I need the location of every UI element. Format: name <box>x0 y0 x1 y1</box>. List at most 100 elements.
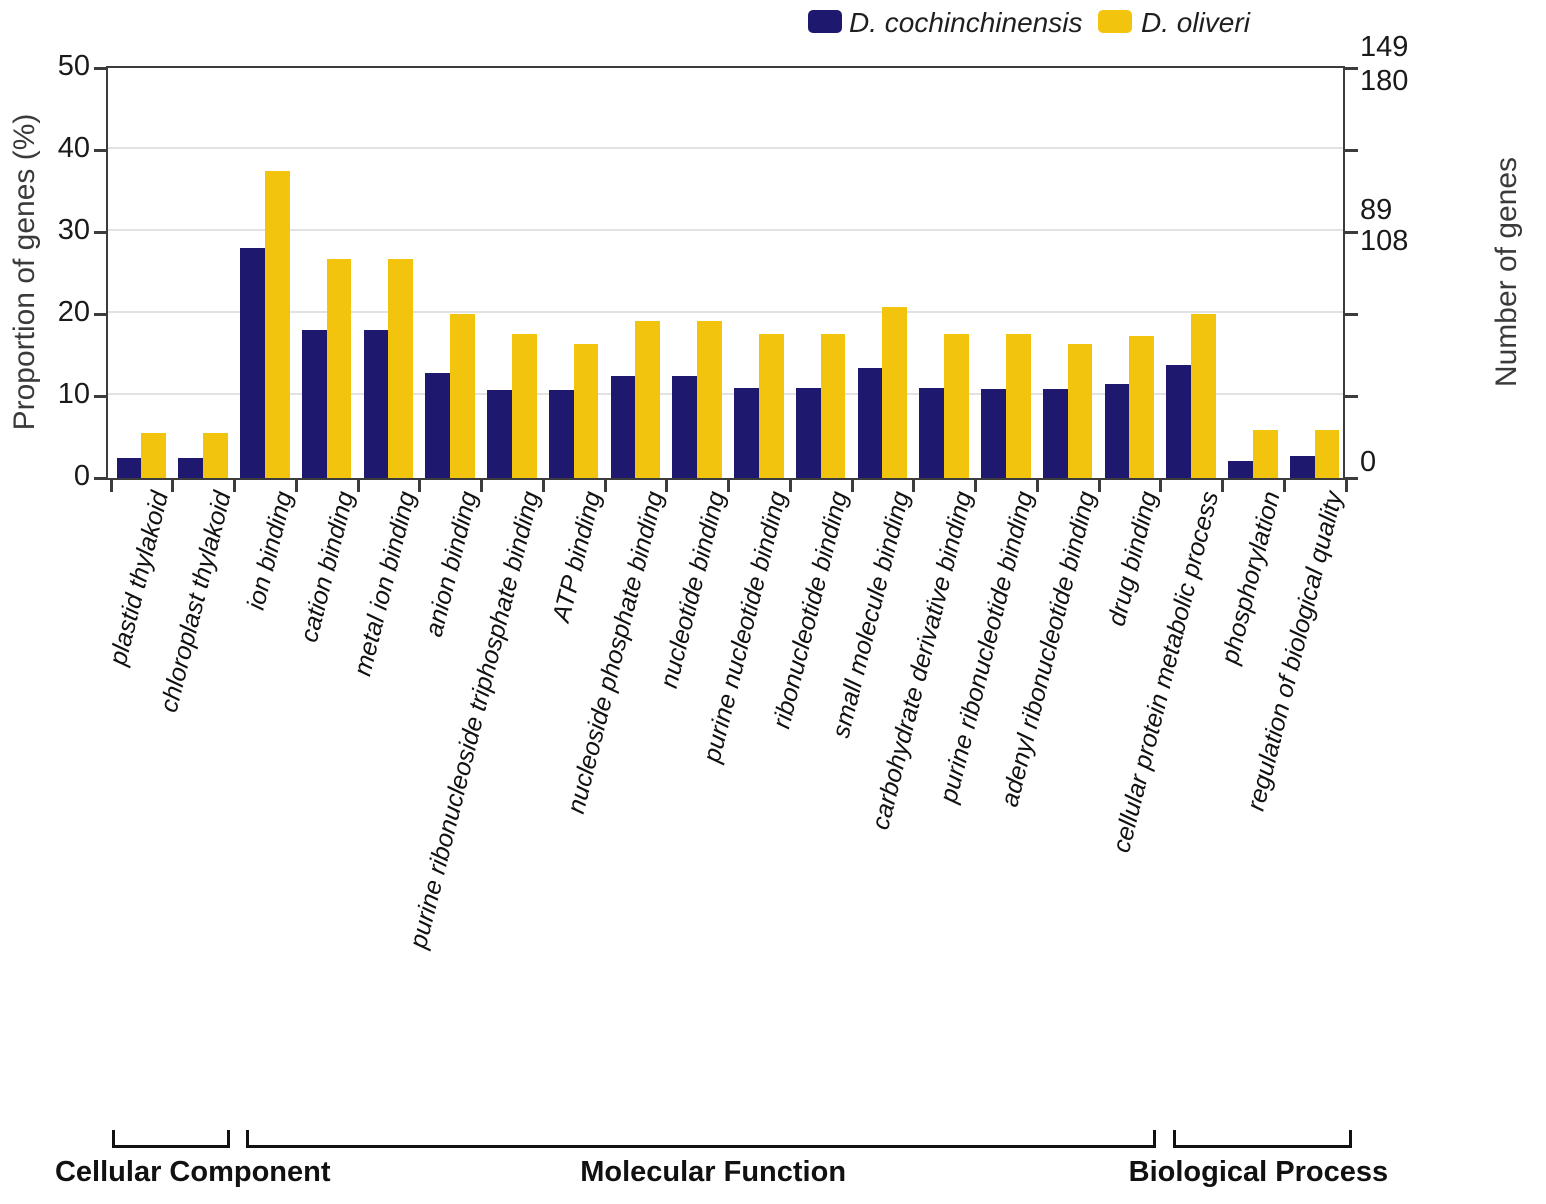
bar-do-3 <box>326 259 352 478</box>
x-tick-2 <box>233 479 236 492</box>
right-tick-50 <box>1345 67 1358 70</box>
left-tick-50 <box>94 67 107 70</box>
x-label-5: anion binding <box>420 488 484 640</box>
right-axis-label-89: 89 <box>1360 193 1393 226</box>
bar-dc-7 <box>548 390 574 478</box>
bar-do-1 <box>203 432 228 478</box>
x-tick-9 <box>665 479 669 492</box>
left-tick-40 <box>94 149 107 152</box>
x-tick-15 <box>1035 479 1039 492</box>
left-tick-label-50: 50 <box>57 50 90 82</box>
group-label-2: Biological Process <box>1128 1156 1389 1188</box>
bar-do-19 <box>1314 429 1340 478</box>
bar-do-13 <box>944 333 969 478</box>
bar-do-11 <box>820 333 846 478</box>
right-tick-20 <box>1345 313 1358 316</box>
bar-dc-14 <box>981 389 1006 478</box>
left-tick-10 <box>94 395 107 398</box>
bar-do-0 <box>141 432 167 478</box>
gridline-10 <box>108 393 1343 395</box>
bracket-bar-0 <box>111 1145 230 1148</box>
x-tick-12 <box>850 479 854 492</box>
group-label-0: Cellular Component <box>54 1156 331 1188</box>
bracket-end-right-2 <box>1348 1130 1352 1148</box>
bar-do-4 <box>388 259 414 478</box>
bar-dc-8 <box>610 376 636 478</box>
x-tick-10 <box>727 479 730 492</box>
gridline-20 <box>108 311 1343 313</box>
bar-dc-16 <box>1104 383 1130 478</box>
x-tick-20 <box>1344 479 1348 492</box>
x-tick-6 <box>480 479 483 492</box>
bar-do-16 <box>1129 336 1155 478</box>
bar-do-8 <box>635 321 661 478</box>
x-tick-16 <box>1097 479 1101 492</box>
x-tick-19 <box>1282 479 1286 492</box>
legend-swatch-d-cochinchinensis <box>808 10 842 33</box>
x-tick-17 <box>1159 479 1163 492</box>
x-tick-7 <box>541 479 545 492</box>
bar-dc-12 <box>857 368 883 478</box>
right-tick-30 <box>1345 231 1358 234</box>
bar-dc-19 <box>1289 455 1315 478</box>
left-tick-label-10: 10 <box>57 378 90 410</box>
bracket-bar-1 <box>246 1145 1157 1148</box>
left-tick-label-0: 0 <box>73 460 90 492</box>
bar-dc-5 <box>425 373 451 478</box>
x-label-0: plastid thylakoid <box>104 488 175 668</box>
bar-dc-1 <box>178 458 204 478</box>
bar-do-2 <box>264 171 290 478</box>
x-label-7: ATP binding <box>547 488 607 625</box>
bar-dc-18 <box>1228 460 1253 478</box>
bar-do-12 <box>882 306 908 478</box>
bar-dc-0 <box>116 458 142 478</box>
bracket-end-left-2 <box>1173 1130 1177 1148</box>
bar-dc-2 <box>240 247 265 478</box>
bar-do-14 <box>1005 333 1031 478</box>
bar-dc-11 <box>795 387 821 478</box>
x-tick-11 <box>788 479 792 492</box>
x-label-2: ion binding <box>241 488 299 613</box>
x-tick-18 <box>1221 479 1224 492</box>
bar-dc-15 <box>1042 389 1068 478</box>
right-axis-label-0: 0 <box>1360 446 1377 479</box>
bracket-end-left-0 <box>111 1130 115 1148</box>
bar-do-6 <box>511 333 537 478</box>
left-tick-label-30: 30 <box>57 214 90 246</box>
x-tick-1 <box>171 479 175 492</box>
bracket-end-left-1 <box>246 1130 249 1148</box>
right-tick-0 <box>1345 477 1358 480</box>
bar-do-15 <box>1067 343 1093 478</box>
legend-swatch-d-oliveri <box>1098 10 1132 33</box>
x-label-6: purine ribonucleoside triphosphate bindi… <box>404 488 546 952</box>
left-tick-label-40: 40 <box>57 132 90 164</box>
right-tick-40 <box>1345 149 1358 152</box>
left-tick-label-20: 20 <box>57 296 90 328</box>
group-label-1: Molecular Function <box>580 1156 847 1188</box>
x-tick-8 <box>603 479 607 492</box>
x-tick-5 <box>418 479 422 492</box>
right-axis-label-180: 180 <box>1360 64 1409 97</box>
bar-do-10 <box>758 333 784 478</box>
bar-dc-4 <box>363 329 389 478</box>
x-tick-14 <box>974 479 977 492</box>
bar-do-18 <box>1252 429 1278 478</box>
bar-do-9 <box>697 321 722 478</box>
bracket-bar-2 <box>1173 1145 1352 1148</box>
bar-dc-10 <box>734 387 759 478</box>
x-tick-3 <box>294 479 298 492</box>
bar-dc-13 <box>919 387 945 478</box>
right-tick-10 <box>1345 395 1358 398</box>
left-tick-20 <box>94 313 107 316</box>
legend-label-d-oliveri: D. oliveri <box>1141 7 1250 38</box>
plot-area <box>106 66 1345 480</box>
right-axis-label-149: 149 <box>1360 31 1409 64</box>
x-tick-4 <box>356 479 360 492</box>
x-tick-0 <box>109 479 113 492</box>
gridline-40 <box>108 147 1343 149</box>
bar-do-7 <box>573 343 599 478</box>
bracket-end-right-1 <box>1153 1130 1157 1148</box>
bar-dc-9 <box>672 376 698 478</box>
right-axis-label-108: 108 <box>1360 225 1409 258</box>
